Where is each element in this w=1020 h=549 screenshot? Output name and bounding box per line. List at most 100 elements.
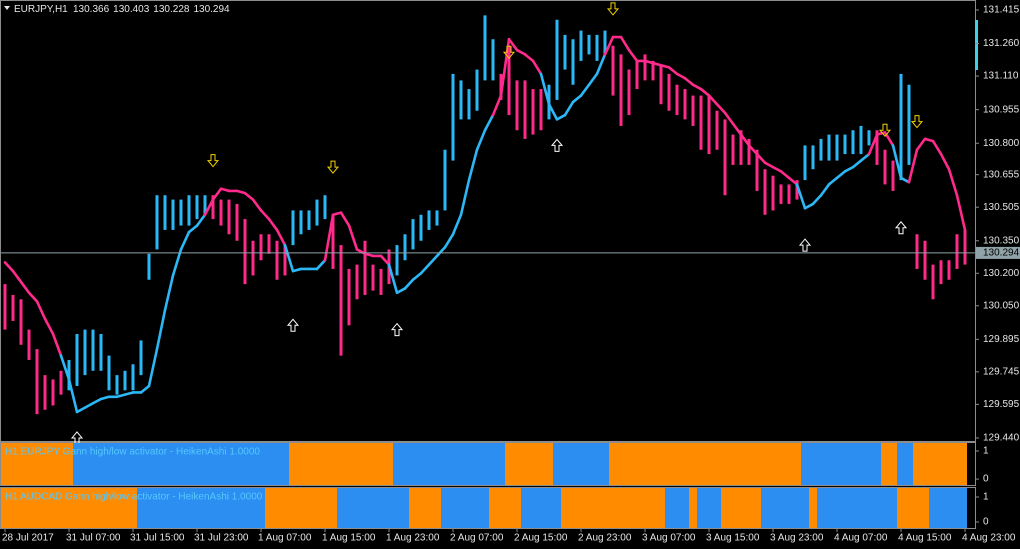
ha-bar [507,45,511,116]
activator-line [499,37,511,97]
chart-header: EURJPY,H1 130.366 130.403 130.228 130.294 [14,4,230,15]
price-tag-label: 130.294 [983,248,1020,259]
ha-bar [187,195,191,226]
ha-bar [347,268,351,326]
ha-bar [899,73,903,181]
ha-bar [259,234,263,261]
panel-title: H1 EURJPY Gann high/low activator - Heik… [5,447,260,458]
ha-bar [891,160,895,191]
ha-bar [699,95,703,150]
ha-bar [131,364,135,391]
ha-bar [483,15,487,81]
ha-bar [611,45,615,96]
activator-line [99,395,111,401]
activator-line [851,159,863,169]
y-tick-label: 130.655 [983,169,1020,180]
ha-bar [627,69,631,116]
ha-bar [531,89,535,135]
activator-line [539,72,551,106]
activator-line [667,66,679,76]
activator-line [803,202,815,210]
y-tick-label: 131.415 [983,5,1020,16]
ha-bar [603,30,607,55]
x-tick-label: 31 Jul 07:00 [66,533,121,544]
y-tick-label: 129.595 [983,399,1020,410]
activator-line [939,152,951,171]
activator-line [755,152,767,165]
ha-bar [467,89,471,120]
x-tick-label: 2 Aug 07:00 [450,533,504,544]
trend-block [721,488,761,528]
trend-block [289,443,393,485]
ha-bar [587,34,591,55]
activator-line [659,63,671,69]
ha-bar [411,219,415,250]
activator-line [627,48,639,63]
ha-bar [619,54,623,126]
ha-bar [779,184,783,204]
activator-line [147,347,159,388]
activator-line [899,176,911,184]
x-tick-label: 4 Aug 23:00 [962,533,1016,544]
y-tick-label: 130.350 [983,235,1020,246]
activator-line [203,198,215,217]
ha-bar [147,253,151,280]
up-arrow [390,322,404,337]
activator-line [515,48,527,56]
down-arrow [910,115,924,129]
low-price: 130.228 [153,4,190,15]
ha-bar [907,84,911,165]
ha-bar [539,89,543,131]
y-tick-label: 130.505 [983,202,1020,213]
ha-bar [435,210,439,226]
scroll-marker [975,20,978,70]
ha-bar [323,195,327,220]
activator-line [691,83,703,91]
trend-block [897,488,929,528]
activator-line [443,232,455,249]
activator-line [275,228,287,247]
ha-bar [243,219,247,285]
ha-bar [171,199,175,230]
ha-bar [139,340,143,376]
activator-line [11,269,23,284]
activator-line [283,243,295,273]
activator-line [843,165,855,173]
ha-bar [939,260,943,285]
symbol: EURJPY,H1 [14,4,68,15]
activator-line [651,61,663,67]
ha-bar [363,240,367,295]
activator-line [459,178,471,217]
trend-block [881,443,897,485]
activator-line [155,308,167,351]
activator-line [619,35,631,52]
activator-line [195,213,207,227]
ha-bar [691,95,695,126]
ha-bar [51,379,55,406]
y-tick-label: 130.200 [983,268,1020,279]
activator-line [123,391,135,396]
activator-line [587,72,599,87]
ha-bar [11,294,15,321]
activator-line [523,53,535,63]
ha-bar [595,34,599,61]
trend-block [137,488,265,528]
trend-block [697,488,721,528]
activator-line [763,161,775,169]
up-arrow [286,318,300,332]
y-tick-label: 131.110 [983,71,1019,82]
activator-line [83,401,95,409]
activator-line [43,317,55,336]
ha-bar [27,329,31,360]
activator-line [243,191,255,201]
ha-bar [763,169,767,215]
activator-line [931,139,943,156]
ha-bar [419,214,423,241]
activator-line [395,287,407,295]
activator-line [163,274,175,312]
ha-bar [683,89,687,120]
price-tag [976,246,1020,259]
down-arrow [606,2,620,16]
ha-bar [923,240,927,280]
activator-line [139,384,151,394]
